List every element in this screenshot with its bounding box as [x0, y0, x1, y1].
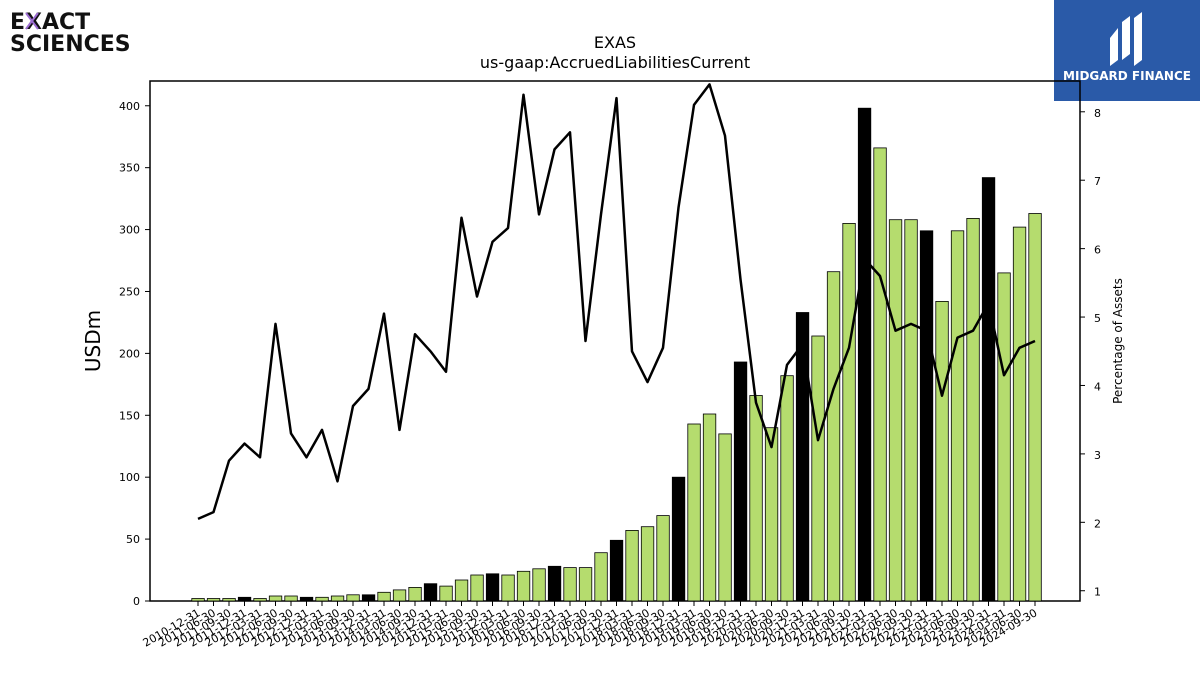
bar-2018-12-31 — [671, 476, 686, 602]
chart-subtitle: us-gaap:AccruedLiabilitiesCurrent — [480, 53, 750, 72]
y-tick-label: 50 — [126, 533, 140, 546]
bar-2012-09-30 — [284, 595, 298, 602]
bar-2023-06-30 — [950, 230, 965, 602]
bar-2015-12-31 — [485, 573, 500, 602]
bar-2024-09-30 — [1028, 213, 1042, 602]
bar-2013-09-30 — [346, 594, 360, 602]
exact-sciences-logo: EXACT SCIENCES — [10, 10, 140, 58]
bar-2020-06-30 — [764, 427, 779, 602]
y-tick-label: 400 — [119, 100, 140, 113]
midgard-mark-icon — [1110, 12, 1142, 66]
bar-2021-03-31 — [811, 335, 825, 602]
bar-2019-06-30 — [702, 413, 717, 602]
bar-2014-12-31 — [423, 583, 438, 602]
bar-2014-03-31 — [377, 591, 391, 602]
y-tick-label: 300 — [119, 224, 140, 237]
y-tick-label: 100 — [119, 471, 140, 484]
bar-2011-06-30 — [206, 598, 221, 602]
y-tick-label: 350 — [119, 162, 140, 175]
logo-line2: SCIENCES — [10, 32, 131, 57]
midgard-finance-logo: MIDGARD FINANCE — [1054, 0, 1200, 101]
bar-2018-06-30 — [640, 526, 655, 602]
bar-2013-12-31 — [361, 594, 376, 602]
bar-2011-09-30 — [222, 598, 236, 602]
bar-2015-06-30 — [454, 579, 469, 602]
plot-area: 0 50 100 150 200 250 300 350 400 1 2 3 4 5 6 7 8 — [119, 80, 1101, 608]
logo-x-accent — [25, 12, 39, 30]
bar-2015-09-30 — [470, 574, 484, 602]
y2-tick-label: 6 — [1094, 244, 1101, 257]
y-tick-label: 150 — [119, 409, 140, 422]
bar-2011-12-31 — [237, 596, 252, 602]
bar-2022-09-30 — [904, 219, 918, 602]
bar-2016-12-31 — [547, 565, 562, 602]
y-tick-label: 250 — [119, 285, 140, 298]
bar-2022-06-30 — [888, 219, 903, 602]
bar-2024-03-31 — [997, 272, 1011, 602]
bar-2018-09-30 — [656, 515, 670, 602]
bar-2023-12-31 — [981, 177, 996, 602]
bar-2012-12-31 — [299, 596, 314, 602]
bar-2020-09-30 — [780, 375, 794, 602]
bar-2012-03-31 — [253, 598, 267, 602]
chart-title: EXAS — [594, 33, 636, 52]
bar-2019-03-31 — [687, 423, 701, 602]
bar-2023-09-30 — [966, 217, 980, 602]
bar-2021-12-31 — [857, 107, 872, 602]
y2-tick-label: 1 — [1094, 586, 1101, 599]
y-axis-label: USDm — [81, 310, 105, 372]
bar-2012-06-30 — [268, 595, 283, 602]
bar-2019-09-30 — [718, 433, 732, 602]
bar-2014-06-30 — [392, 589, 407, 602]
percentage-of-assets-line — [197, 83, 1036, 521]
bar-2022-03-31 — [873, 147, 887, 602]
bar-2019-12-31 — [733, 361, 748, 602]
bar-2020-03-31 — [749, 395, 763, 602]
bar-2020-12-31 — [795, 312, 810, 602]
y2-tick-label: 4 — [1094, 380, 1101, 393]
y2-axis-label: Percentage of Assets — [1111, 278, 1125, 404]
y-tick-label: 200 — [119, 347, 140, 360]
bar-2017-03-31 — [563, 567, 577, 602]
bar-2016-03-31 — [501, 574, 515, 602]
bar-2010-12-31 — [191, 598, 205, 602]
bar-2016-09-30 — [532, 568, 546, 602]
bar-2021-09-30 — [842, 222, 856, 602]
y2-tick-label: 7 — [1094, 175, 1101, 188]
bar-2013-06-30 — [330, 595, 345, 602]
bar-2022-12-31 — [919, 230, 934, 602]
y2-tick-label: 3 — [1094, 449, 1101, 462]
bar-2017-12-31 — [609, 539, 624, 602]
logo-line1: EXACT — [10, 10, 90, 35]
bar-2017-09-30 — [594, 552, 608, 602]
y-tick-label: 0 — [133, 595, 140, 608]
bar-2018-03-31 — [625, 530, 639, 602]
bar-2015-03-31 — [439, 585, 453, 602]
y2-tick-label: 5 — [1094, 312, 1101, 325]
bar-2014-09-30 — [408, 587, 422, 602]
y2-tick-label: 2 — [1094, 517, 1101, 530]
bar-2024-06-30 — [1012, 226, 1027, 602]
bar-2016-06-30 — [516, 570, 531, 602]
bar-2013-03-31 — [315, 596, 329, 602]
bar-2021-06-30 — [826, 271, 841, 602]
midgard-text: MIDGARD FINANCE — [1063, 69, 1191, 83]
bar-2023-03-31 — [935, 300, 949, 602]
y2-tick-label: 8 — [1094, 107, 1101, 120]
bar-2017-06-30 — [578, 567, 593, 602]
